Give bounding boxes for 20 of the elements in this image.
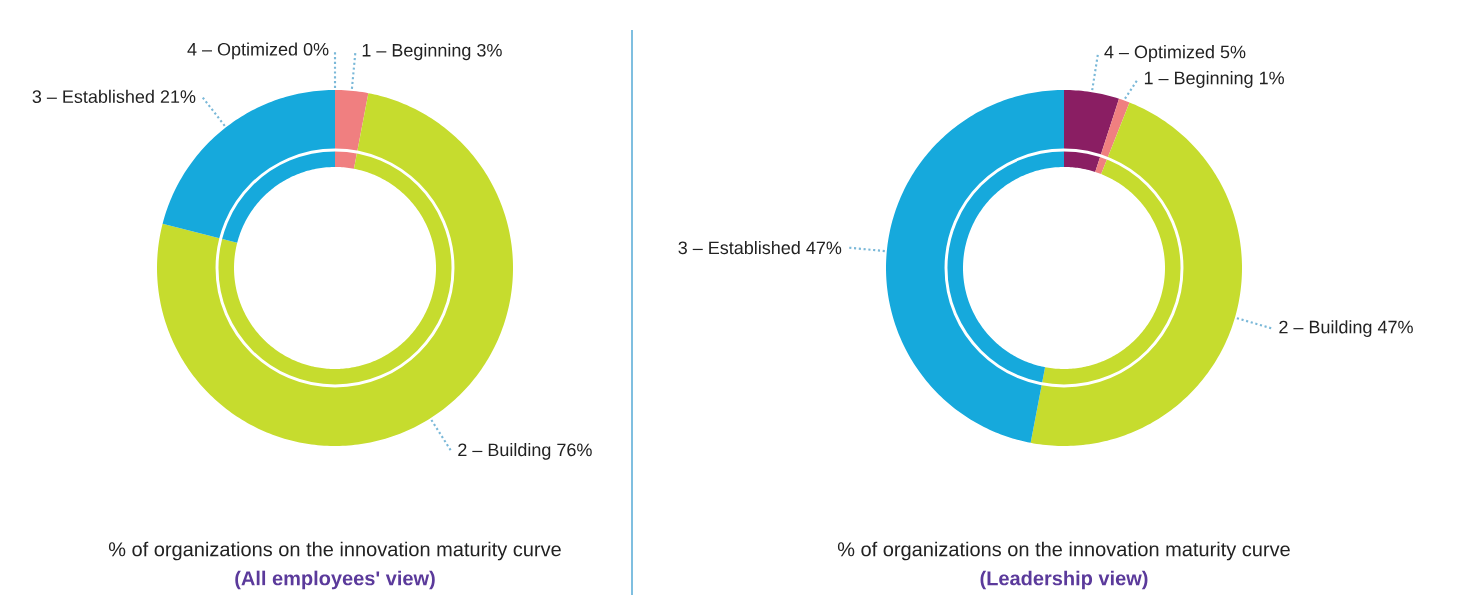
text: (All employees' view) (235, 570, 435, 590)
slice-label: 3 – Established (678, 240, 800, 255)
data-label: 5% (1220, 45, 1246, 59)
data-label: 1% (1260, 71, 1284, 85)
data-label: 76% (557, 443, 592, 457)
slice-label: 2 – Building (458, 442, 551, 460)
data-label: 3% (477, 43, 502, 57)
slice-label: 4 – Optimized (1104, 45, 1214, 62)
data-label: 47% (806, 241, 842, 255)
slice-label: 3 – Established (32, 89, 154, 103)
category-label: 4 – Optimized (187, 42, 297, 60)
slice-label: 1 – Beginning (362, 43, 471, 61)
text: 0% (303, 42, 329, 56)
slice-label: 1 – Beginning (1144, 71, 1253, 88)
text: (Leadership view) (980, 570, 1148, 590)
text: % of organizations on the innovation maturity curve (837, 541, 1290, 561)
slice-label: 2 – Building (1279, 320, 1372, 337)
text: % of organizations on the innovation maturity curve (108, 541, 561, 561)
data-label: 21% (160, 90, 196, 103)
data-label: 47% (1377, 320, 1413, 334)
